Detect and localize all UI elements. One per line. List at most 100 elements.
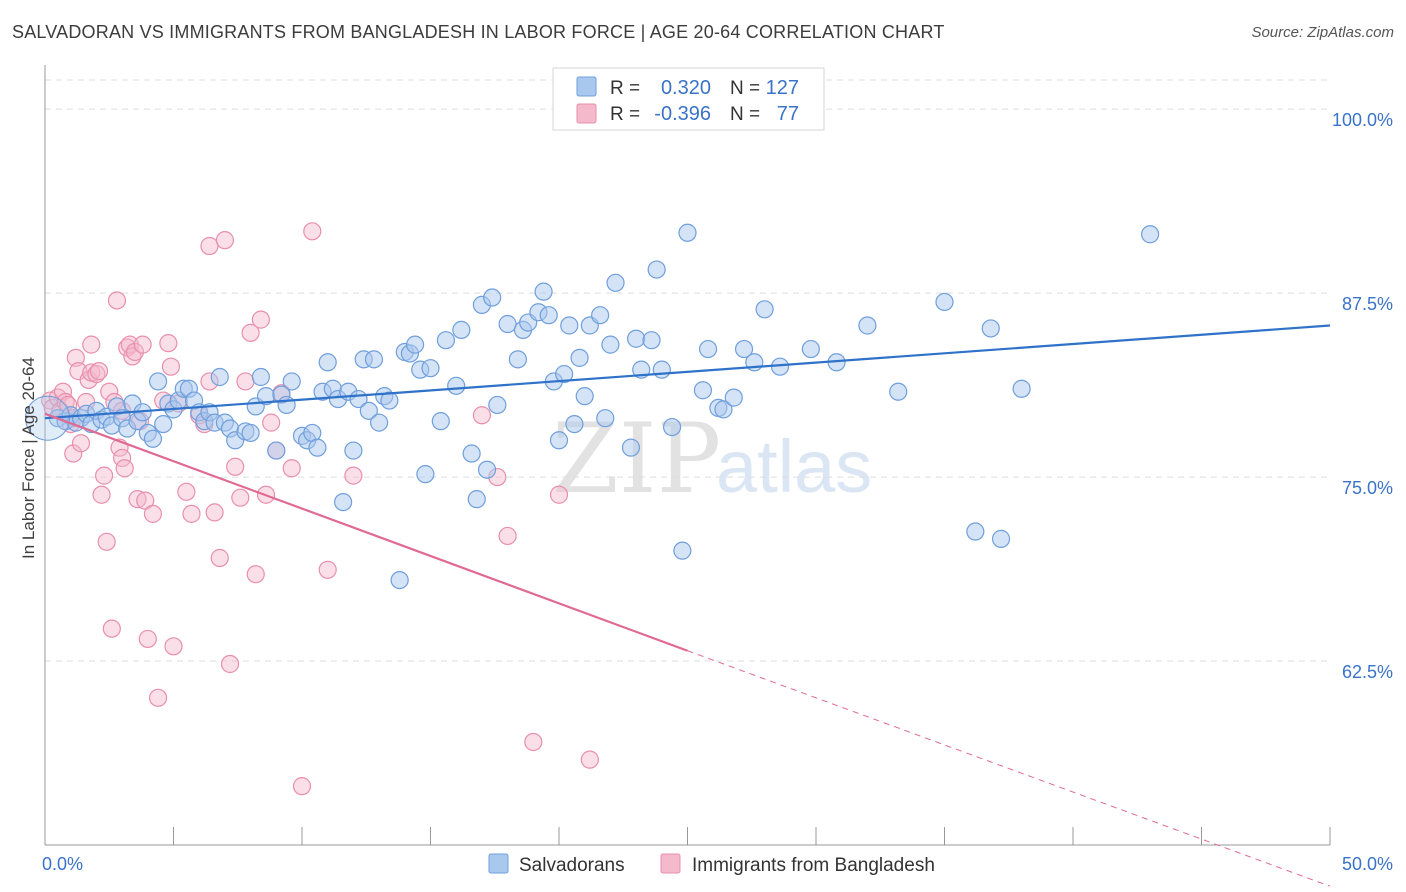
bangladesh-point: [159, 334, 178, 353]
bangladesh-point: [182, 504, 201, 523]
salvadoran-point: [642, 331, 661, 350]
bangladesh-point: [580, 750, 599, 769]
bangladesh-point: [177, 482, 196, 501]
salvadoran-point: [508, 350, 527, 369]
bangladesh-points: [41, 222, 599, 796]
watermark: ZIP atlas: [552, 403, 872, 515]
legend-r-label-2: R =: [610, 104, 640, 125]
gridlines: [45, 79, 1330, 662]
bangladesh-point: [524, 732, 543, 752]
salvadoran-point: [210, 367, 229, 387]
bangladesh-trend-extension: [687, 650, 1331, 887]
bangladesh-point: [133, 335, 152, 354]
bangladesh-point: [138, 629, 157, 649]
legend-n-label-1: N =: [730, 78, 760, 99]
x-tick-labels: 0.0% 50.0%: [42, 854, 1393, 874]
bottom-legend-swatch-salvadorans: [488, 853, 509, 874]
legend-n-label-2: N =: [730, 104, 760, 125]
bangladesh-point: [143, 504, 163, 523]
bangladesh-point: [92, 485, 111, 504]
bangladesh-point: [344, 466, 363, 485]
salvadoran-point: [621, 438, 641, 457]
salvadoran-point: [462, 444, 481, 463]
series-legend: Salvadorans Immigrants from Bangladesh: [488, 853, 935, 876]
y-tick-labels: 62.5% 75.0% 87.5% 100.0%: [1332, 110, 1393, 682]
salvadoran-point: [359, 401, 378, 420]
legend-n-value-2: 77: [777, 103, 799, 125]
x-tick-label-min: 0.0%: [42, 854, 83, 874]
bangladesh-point: [498, 526, 517, 546]
bangladesh-point: [89, 362, 109, 381]
bangladesh-point: [102, 619, 121, 638]
salvadoran-trend-line: [44, 324, 1331, 420]
salvadoran-point: [647, 260, 666, 279]
legend-swatch-bangladesh: [576, 103, 597, 124]
bangladesh-point: [200, 236, 219, 256]
bangladesh-point: [241, 323, 260, 342]
bangladesh-point: [82, 335, 101, 354]
bottom-legend-label-salvadorans: Salvadorans: [519, 855, 625, 876]
bangladesh-point: [472, 406, 491, 425]
salvadoran-point: [370, 413, 389, 432]
salvadoran-point: [714, 400, 733, 419]
salvadoran-point: [143, 429, 163, 448]
bangladesh-point: [66, 348, 85, 367]
bangladesh-point: [215, 231, 234, 250]
bangladesh-point: [95, 466, 114, 485]
salvadoran-point: [565, 414, 584, 434]
salvadoran-point: [560, 316, 579, 335]
salvadoran-point: [148, 372, 168, 391]
salvadoran-point: [596, 409, 615, 428]
salvadoran-point: [698, 339, 718, 359]
salvadoran-point: [380, 391, 399, 410]
y-tick-label: 87.5%: [1342, 294, 1393, 314]
legend-swatch-salvadorans: [576, 76, 597, 97]
salvadoran-point: [483, 288, 502, 307]
bangladesh-point: [115, 459, 134, 478]
watermark-atlas: atlas: [716, 425, 872, 508]
bangladesh-point: [205, 503, 224, 522]
salvadoran-point: [251, 367, 270, 387]
salvadoran-point: [344, 441, 363, 460]
salvadoran-point: [267, 441, 286, 460]
salvadoran-point: [308, 438, 327, 457]
salvadoran-point: [534, 282, 553, 301]
bangladesh-point: [87, 364, 106, 384]
salvadoran-point: [858, 316, 877, 335]
bangladesh-point: [71, 434, 91, 453]
salvadoran-point: [498, 314, 517, 334]
chart-title: SALVADORAN VS IMMIGRANTS FROM BANGLADESH…: [12, 22, 945, 42]
bangladesh-point: [236, 372, 255, 391]
salvadoran-point: [991, 529, 1011, 548]
salvadoran-point: [421, 359, 440, 378]
salvadoran-point: [678, 223, 697, 242]
bottom-legend-swatch-bangladesh: [660, 853, 681, 874]
salvadoran-point: [966, 522, 985, 541]
salvadoran-point: [405, 335, 425, 354]
salvadoran-point: [467, 490, 486, 509]
salvadoran-point: [570, 348, 589, 367]
salvadoran-point: [539, 306, 558, 325]
bangladesh-point: [164, 637, 183, 656]
salvadoran-point: [575, 387, 594, 406]
salvadoran-point: [601, 335, 620, 354]
y-tick-label: 62.5%: [1342, 662, 1393, 682]
legend-r-value-2: -0.396: [654, 103, 711, 125]
salvadoran-point: [477, 460, 497, 479]
bangladesh-point: [292, 777, 312, 796]
salvadoran-point: [318, 353, 337, 372]
bangladesh-point: [125, 342, 145, 362]
salvadoran-point: [549, 431, 569, 450]
salvadoran-point: [416, 465, 435, 484]
salvadoran-point: [606, 273, 625, 292]
legend-r-value-1: 0.320: [661, 77, 711, 99]
salvadoran-point: [447, 376, 466, 395]
bangladesh-trend-line: [44, 412, 688, 652]
bangladesh-point: [226, 457, 245, 476]
x-tick-label-max: 50.0%: [1342, 854, 1393, 874]
salvadoran-point: [1012, 379, 1031, 398]
source-label: Source: ZipAtlas.com: [1251, 24, 1394, 41]
salvadoran-point: [1140, 225, 1160, 244]
trend-lines: [44, 324, 1331, 887]
salvadoran-point: [452, 320, 471, 340]
